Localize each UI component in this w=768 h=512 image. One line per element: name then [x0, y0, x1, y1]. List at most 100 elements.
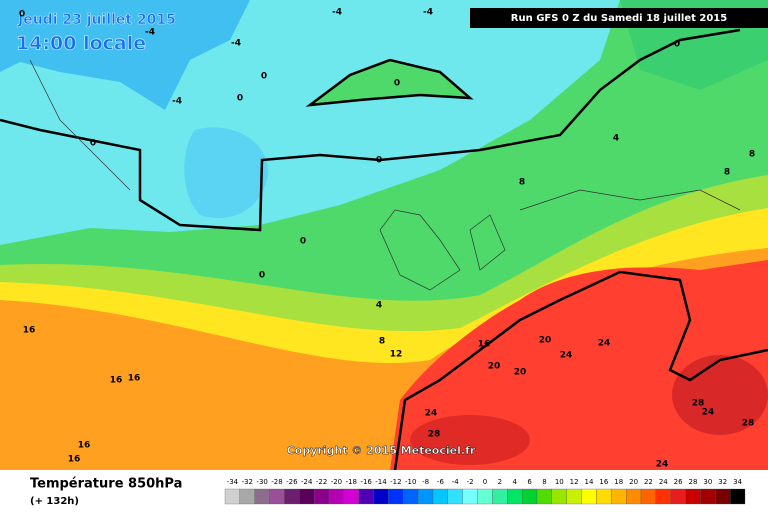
legend-label: 32 — [718, 478, 727, 486]
contour-label: 0 — [376, 156, 382, 166]
legend-label: 4 — [512, 478, 517, 486]
contour-label: 16 — [78, 441, 91, 451]
legend-swatch — [254, 488, 270, 505]
legend-label: 0 — [483, 478, 487, 486]
legend-label: -14 — [375, 478, 387, 486]
legend-label: 10 — [555, 478, 564, 486]
legend-label: 24 — [659, 478, 668, 486]
legend-swatch — [373, 488, 389, 505]
legend-label: -2 — [467, 478, 474, 486]
legend-label: 8 — [542, 478, 546, 486]
legend-swatch — [551, 488, 567, 505]
legend-swatch — [596, 488, 612, 505]
contour-label: 0 — [90, 139, 96, 149]
legend-label: 20 — [629, 478, 638, 486]
contour-label: 16 — [128, 374, 141, 384]
legend-swatch — [536, 488, 553, 505]
contour-label: 20 — [514, 368, 527, 378]
contour-label: 28 — [742, 419, 755, 429]
contour-label: 16 — [110, 376, 123, 386]
contour-label: -4 — [145, 28, 155, 38]
legend-swatch — [417, 488, 434, 505]
legend-label: 26 — [674, 478, 683, 486]
legend-swatch — [224, 488, 241, 505]
contour-label: 24 — [425, 409, 438, 419]
contour-label: 24 — [598, 339, 611, 349]
contour-label: 24 — [702, 408, 715, 418]
contour-label: 0 — [674, 40, 680, 50]
contour-label: 28 — [428, 430, 441, 440]
legend-label: -28 — [271, 478, 282, 486]
contour-label: 0 — [259, 271, 265, 281]
legend-label: 12 — [570, 478, 579, 486]
legend-swatch — [284, 488, 300, 505]
legend-swatch — [432, 488, 449, 505]
lead-time: (+ 132h) — [30, 496, 79, 507]
legend-label: -30 — [256, 478, 267, 486]
legend-label: 16 — [599, 478, 608, 486]
legend-swatch — [521, 488, 538, 505]
cold-patch — [184, 127, 269, 219]
heat-core — [410, 415, 530, 465]
contour-label: 4 — [376, 301, 382, 311]
legend-swatch — [388, 488, 404, 505]
contour-label: 0 — [237, 94, 243, 104]
contour-line — [393, 270, 768, 471]
legend-label: -12 — [390, 478, 401, 486]
contour-label: 0 — [261, 72, 267, 82]
date-label: Jeudi 23 juillet 2015 — [17, 12, 176, 28]
contour-label: 24 — [560, 351, 573, 361]
legend-label: -20 — [331, 478, 342, 486]
legend-swatch — [477, 488, 493, 505]
legend-label: 22 — [644, 478, 653, 486]
contour-label: 16 — [478, 340, 491, 350]
contour-label: 20 — [488, 362, 501, 372]
legend-swatch — [269, 488, 285, 505]
run-label: Run GFS 0 Z du Samedi 18 juillet 2015 — [511, 13, 727, 24]
legend-label: 2 — [498, 478, 502, 486]
legend-swatch — [566, 488, 582, 505]
legend-swatch — [581, 488, 597, 505]
contour-label: 8 — [724, 168, 730, 178]
contour-label: 28 — [692, 399, 705, 409]
run-box — [470, 8, 768, 28]
legend-label: -26 — [286, 478, 298, 486]
legend-swatch — [313, 488, 330, 505]
contour-label: 8 — [749, 150, 755, 160]
legend-swatch — [655, 488, 671, 505]
legend-label: 18 — [614, 478, 623, 486]
contour-label: 8 — [519, 178, 525, 188]
legend-swatch — [447, 488, 463, 505]
copyright: Copyright © 2015 Meteociel.fr — [287, 444, 476, 457]
legend-label: -24 — [301, 478, 313, 486]
time-label: 14:00 locale — [16, 33, 146, 55]
contour-line — [0, 28, 741, 232]
legend-label: -34 — [227, 478, 239, 486]
contour-line — [305, 58, 474, 107]
contour-label: 0 — [394, 79, 400, 89]
legend-swatch — [403, 488, 419, 505]
legend-label: 6 — [527, 478, 532, 486]
legend-label: -4 — [452, 478, 460, 486]
legend-label: -8 — [422, 478, 429, 486]
legend-swatch — [625, 488, 642, 505]
contour-label: -4 — [332, 8, 342, 18]
legend-swatch — [685, 488, 701, 505]
contour-label: 4 — [613, 134, 619, 144]
legend-label: -22 — [316, 478, 327, 486]
contour-label: 20 — [539, 336, 552, 346]
legend-swatch — [670, 488, 686, 505]
legend-swatch — [239, 488, 255, 505]
legend-swatch — [343, 488, 359, 505]
cold-core — [0, 0, 250, 110]
legend-swatch — [700, 488, 716, 505]
legend-swatch — [715, 488, 731, 505]
contour-label: -4 — [172, 97, 182, 107]
legend-swatch — [358, 488, 374, 505]
legend-label: -10 — [405, 478, 416, 486]
legend-swatch — [462, 488, 478, 505]
legend-swatch — [640, 488, 657, 505]
contour-label: 16 — [68, 455, 81, 465]
